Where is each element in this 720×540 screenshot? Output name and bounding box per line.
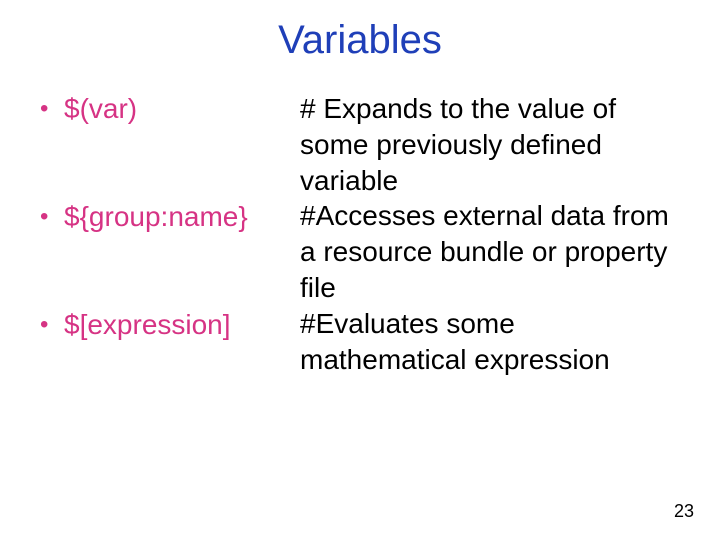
slide: Variables • $(var) • ${group:name} • $[e… <box>0 0 720 540</box>
term-text: ${group:name} <box>64 199 300 235</box>
list-item: • ${group:name} <box>40 199 300 235</box>
term-text: $(var) <box>64 91 300 127</box>
description-text: # Expands to the value of some previousl… <box>300 91 680 198</box>
content-area: • $(var) • ${group:name} • $[expression]… <box>40 91 680 378</box>
bullet-icon: • <box>40 307 64 343</box>
description-text: #Accesses external data from a resource … <box>300 198 680 305</box>
descriptions-column: # Expands to the value of some previousl… <box>300 91 680 378</box>
bullet-icon: • <box>40 91 64 127</box>
term-text: $[expression] <box>64 307 300 343</box>
slide-title: Variables <box>40 18 680 63</box>
terms-column: • $(var) • ${group:name} • $[expression] <box>40 91 300 378</box>
description-text: #Evaluates some mathematical expression <box>300 306 680 378</box>
bullet-icon: • <box>40 199 64 235</box>
list-item: • $(var) <box>40 91 300 127</box>
page-number: 23 <box>674 501 694 522</box>
list-item: • $[expression] <box>40 307 300 343</box>
